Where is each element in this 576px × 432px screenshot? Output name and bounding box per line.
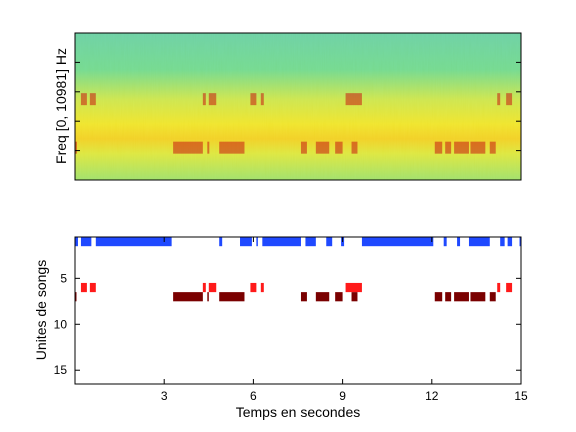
unit-7-bar: [300, 292, 307, 302]
unit-1-bar: [80, 237, 92, 247]
spectrogram-call-mark: [80, 93, 87, 106]
units-ticks: 3 6 9 12 15 5 10 15: [54, 237, 528, 403]
spectrogram-call-mark: [202, 93, 206, 106]
spectrogram-call-mark: [445, 141, 452, 154]
spectrogram-call-mark: [351, 141, 358, 154]
spectrogram-call-mark: [497, 93, 501, 106]
units-xtick-label: 6: [250, 389, 257, 403]
spectrogram-frame: [74, 32, 522, 181]
spectrogram-call-mark: [315, 141, 330, 154]
spectrogram-call-mark: [173, 141, 203, 154]
spectrogram-call-mark: [489, 141, 496, 154]
unit-6-bar: [497, 282, 501, 293]
spectrogram-call-mark: [89, 93, 96, 106]
units-axes: 3 6 9 12 15 5 10 15 Temps en secondes Unites de…: [33, 236, 528, 420]
unit-1-bar: [457, 237, 461, 247]
unit-7-bar: [470, 292, 486, 302]
spectrogram-vocalisations: [75, 93, 513, 154]
spectrogram-ylabel: Freq [0, 10981] Hz: [53, 48, 69, 164]
spectrogram-yticks: [75, 61, 521, 152]
unit-1-bar: [500, 237, 505, 247]
spectrogram-call-mark: [506, 93, 513, 106]
unit-1-bar: [468, 237, 490, 247]
unit-1-bar: [75, 237, 78, 247]
unit-7-bar: [219, 292, 245, 302]
spectrogram-axes: Freq [0, 10981] Hz: [53, 32, 522, 181]
unit-1-bar: [219, 237, 223, 247]
unit-1-bar: [305, 237, 316, 247]
spectrogram-call-mark: [207, 141, 210, 154]
units-frame: [74, 236, 522, 385]
unit-7-bar: [434, 292, 443, 302]
unit-1-bar: [262, 237, 301, 247]
unit-1-bar: [519, 237, 522, 247]
spectrogram-call-mark: [219, 141, 245, 154]
units-plot-area: [75, 237, 521, 384]
units-ytick-label: 15: [54, 363, 68, 377]
unit-7-bar: [75, 292, 77, 302]
unit-7-bar: [173, 292, 203, 302]
unit-7-bar: [207, 292, 209, 302]
unit-1-bar: [95, 237, 172, 247]
unit-7-bar: [454, 292, 469, 302]
unit-1-bar: [443, 237, 447, 247]
unit-7-bar: [315, 292, 330, 302]
unit-6-bar: [345, 282, 362, 293]
units-xlabel: Temps en secondes: [236, 404, 361, 420]
spectrogram-call-mark: [434, 141, 443, 154]
units-xtick-label: 12: [425, 389, 439, 403]
unit-bars: [75, 237, 522, 302]
unit-6-bar: [250, 282, 257, 293]
unit-6-bar: [89, 282, 96, 293]
unit-1-bar: [240, 237, 252, 247]
unit-6-bar: [260, 282, 264, 293]
unit-6-bar: [506, 282, 513, 293]
spectrogram-texture: [75, 33, 521, 180]
unit-1-bar: [256, 237, 258, 247]
units-ytick-label: 10: [54, 317, 68, 331]
units-ylabel: Unites de songs: [33, 260, 49, 360]
unit-7-bar: [351, 292, 358, 302]
units-xtick-label: 15: [514, 389, 528, 403]
unit-6-bar: [80, 282, 87, 293]
unit-6-bar: [202, 282, 206, 293]
spectrogram-call-mark: [260, 93, 264, 106]
spectrogram-call-mark: [75, 141, 77, 154]
units-xtick-label: 3: [161, 389, 168, 403]
spectrogram-call-mark: [454, 141, 469, 154]
spectrogram-call-mark: [335, 141, 343, 154]
unit-7-bar: [445, 292, 452, 302]
units-ytick-label: 5: [60, 271, 67, 285]
unit-1-bar: [361, 237, 434, 247]
units-xtick-label: 9: [339, 389, 346, 403]
spectrogram-call-mark: [300, 141, 307, 154]
spectrogram-call-mark: [470, 141, 486, 154]
spectrogram-call-mark: [208, 93, 217, 106]
unit-1-bar: [507, 237, 513, 247]
unit-1-bar: [326, 237, 333, 247]
unit-6-bar: [208, 282, 217, 293]
unit-7-bar: [489, 292, 496, 302]
spectrogram-call-mark: [250, 93, 257, 106]
spectrogram-call-mark: [345, 93, 362, 106]
unit-7-bar: [335, 292, 343, 302]
